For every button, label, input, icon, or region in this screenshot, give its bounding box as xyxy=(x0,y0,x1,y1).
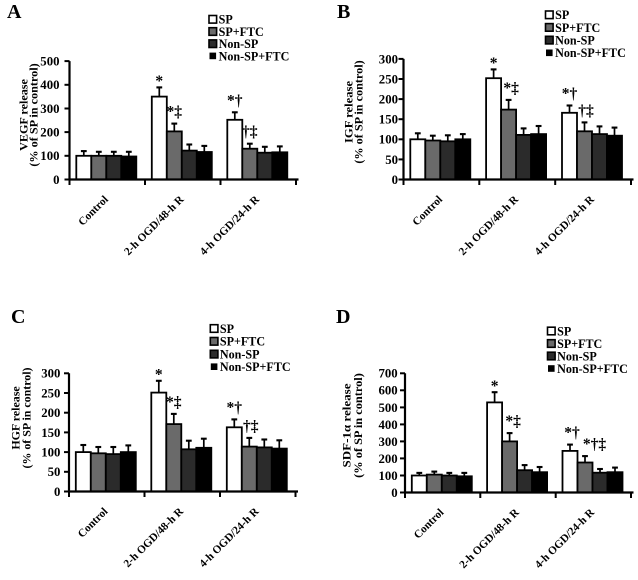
svg-text:200: 200 xyxy=(40,126,59,140)
svg-text:(% of SP in control): (% of SP in control) xyxy=(20,367,34,468)
svg-text:C: C xyxy=(11,306,25,328)
svg-text:700: 700 xyxy=(378,367,397,381)
svg-text:(% of SP in control): (% of SP in control) xyxy=(27,63,41,166)
svg-text:SP+FTC: SP+FTC xyxy=(219,25,264,39)
svg-text:600: 600 xyxy=(378,384,397,398)
svg-text:0: 0 xyxy=(392,173,398,187)
svg-text:*: * xyxy=(155,73,163,90)
svg-text:SP: SP xyxy=(557,324,572,338)
svg-text:50: 50 xyxy=(48,465,61,479)
svg-text:Non-SP: Non-SP xyxy=(555,34,595,48)
svg-text:SP: SP xyxy=(555,8,570,22)
svg-text:*: * xyxy=(155,367,163,384)
svg-text:SDF-1α release: SDF-1α release xyxy=(340,384,354,468)
svg-text:SP: SP xyxy=(219,13,234,27)
svg-text:150: 150 xyxy=(379,113,398,127)
svg-text:†‡: †‡ xyxy=(578,102,594,119)
svg-text:300: 300 xyxy=(41,367,60,381)
svg-text:Non-SP+FTC: Non-SP+FTC xyxy=(219,49,290,63)
svg-text:Non-SP: Non-SP xyxy=(220,348,260,362)
svg-text:*†‡: *†‡ xyxy=(583,436,607,453)
svg-text:A: A xyxy=(7,1,22,23)
svg-text:†‡: †‡ xyxy=(242,124,258,141)
svg-text:*: * xyxy=(491,378,499,395)
svg-text:SP+FTC: SP+FTC xyxy=(220,335,265,349)
svg-text:200: 200 xyxy=(378,452,397,466)
svg-text:0: 0 xyxy=(53,173,59,187)
svg-text:100: 100 xyxy=(379,133,398,147)
svg-text:400: 400 xyxy=(40,78,59,92)
svg-text:B: B xyxy=(337,1,350,23)
svg-text:500: 500 xyxy=(378,401,397,415)
svg-text:300: 300 xyxy=(379,52,398,66)
svg-text:0: 0 xyxy=(54,485,60,499)
svg-text:100: 100 xyxy=(41,446,60,460)
svg-text:SP+FTC: SP+FTC xyxy=(555,21,600,35)
svg-text:50: 50 xyxy=(385,153,398,167)
svg-text:*‡: *‡ xyxy=(166,394,182,411)
svg-text:†‡: †‡ xyxy=(243,418,259,435)
svg-text:Non-SP+FTC: Non-SP+FTC xyxy=(555,46,626,60)
svg-text:100: 100 xyxy=(40,149,59,163)
svg-text:200: 200 xyxy=(379,93,398,107)
svg-text:HGF release: HGF release xyxy=(8,386,22,449)
svg-text:*: * xyxy=(490,55,498,72)
svg-text:300: 300 xyxy=(378,435,397,449)
svg-text:100: 100 xyxy=(378,469,397,483)
svg-text:(% of SP in control): (% of SP in control) xyxy=(352,60,366,163)
svg-text:*†: *† xyxy=(564,425,580,442)
svg-text:Non-SP: Non-SP xyxy=(219,37,259,51)
svg-text:*‡: *‡ xyxy=(503,80,519,97)
svg-text:*†: *† xyxy=(562,86,578,103)
svg-text:*‡: *‡ xyxy=(167,104,183,121)
svg-text:500: 500 xyxy=(40,55,59,69)
svg-text:Non-SP+FTC: Non-SP+FTC xyxy=(557,362,628,376)
svg-text:200: 200 xyxy=(41,406,60,420)
svg-text:Non-SP+FTC: Non-SP+FTC xyxy=(220,360,291,374)
svg-text:150: 150 xyxy=(41,426,60,440)
svg-text:VEGF release: VEGF release xyxy=(17,79,31,151)
svg-text:*†: *† xyxy=(227,92,243,109)
svg-text:400: 400 xyxy=(378,418,397,432)
svg-text:300: 300 xyxy=(40,102,59,116)
svg-text:0: 0 xyxy=(391,486,397,500)
svg-text:SP: SP xyxy=(220,322,235,336)
svg-text:SP+FTC: SP+FTC xyxy=(557,337,602,351)
svg-text:D: D xyxy=(336,306,350,328)
svg-text:*†: *† xyxy=(227,399,243,416)
svg-text:250: 250 xyxy=(379,72,398,86)
svg-text:(% of SP in control): (% of SP in control) xyxy=(351,373,365,478)
svg-text:*‡: *‡ xyxy=(505,413,521,430)
svg-text:250: 250 xyxy=(41,386,60,400)
svg-text:Non-SP: Non-SP xyxy=(557,349,597,363)
svg-text:IGF release: IGF release xyxy=(342,81,356,143)
